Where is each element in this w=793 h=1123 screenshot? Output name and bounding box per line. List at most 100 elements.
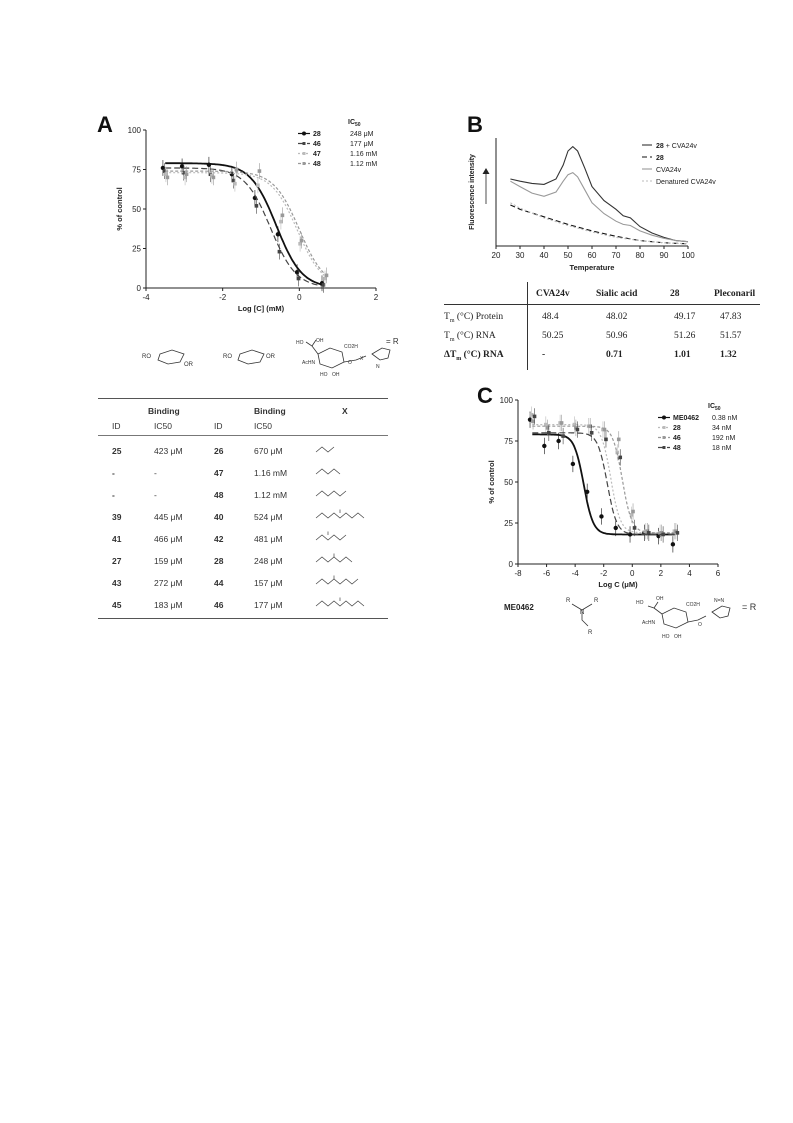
table-cell-id2: 42 [214,534,224,544]
c-curve-28 [532,424,676,534]
c-point-48 [632,526,637,530]
a-legend-name-48: 48 [313,161,321,168]
c-x-tick-label: -6 [543,569,551,578]
c-x-tick-label: 0 [630,569,635,578]
a-legend-marker [302,152,306,155]
table-cell-ic1: - [154,490,157,500]
r-label: = R [386,337,399,346]
c-point-48 [661,532,665,537]
o-label: O [348,360,352,366]
panel-c-structures: ME0462 R R R N HO OH CO2H AcHN HO OH O N… [504,596,757,640]
c-point-48 [532,414,537,419]
c-achn: AcHN [642,620,655,626]
c-point-48 [547,431,551,435]
a-legend-marker [302,142,306,145]
a-point-47 [279,219,283,224]
c-curve-46 [532,425,676,534]
table-cell-id2: 48 [214,490,224,500]
a-x-label: Log [C] (mM) [238,304,285,313]
panel-c-letter: C [477,383,493,408]
c-point-48 [618,455,623,460]
a-legend-ic50-47: 1.16 mM [350,151,377,158]
a-legend-name-28: 28 [313,131,321,138]
c-legend-marker [662,446,666,449]
panel-a-structures: RO OR RO OR HO OH CO2H AcHN HO OH O X N … [142,337,399,378]
table-cell-ic2: 524 μM [254,512,283,522]
col-ic50-2: IC50 [254,421,272,431]
a-legend-name-47: 47 [313,151,321,158]
a-point-47 [256,183,260,188]
b-cell: 1.32 [720,350,737,360]
b-row-label: Tm (°C) RNA [444,331,496,343]
c-point-48 [589,431,594,435]
a-point-46 [254,204,259,208]
table-row: 25 423 μM 26 670 μM [98,446,388,460]
table-cell-ic2: 248 μM [254,556,283,566]
c-y-tick-label: 100 [500,396,514,405]
b-x-tick-label: 50 [564,251,573,260]
table-row: 39 445 μM 40 524 μM [98,509,388,526]
c-curve-48 [532,432,676,536]
c-point-46 [559,421,564,425]
a-point-46 [162,169,167,173]
c-legend-marker [662,415,666,420]
table-header-rule [98,435,388,436]
table-cell-id2: 44 [214,578,224,588]
b-curve-CVA24v [510,171,689,243]
linker-structure [315,531,347,541]
ho-label: HO [296,340,304,346]
co2h-label: CO2H [344,344,358,350]
c-point-46 [616,437,621,442]
a-x-tick-label: 0 [297,293,302,302]
b-legend-label: 28 + CVA24v [656,143,697,150]
a-point-48 [280,213,285,218]
sialic-ring [317,347,345,369]
c-x-tick-label: -8 [514,569,522,578]
col-id-2: ID [214,421,223,431]
table-bottom-rule [98,618,388,619]
b-cell: 1.01 [674,350,691,360]
c-co2h: CO2H [686,602,700,608]
header-x: X [342,406,348,416]
panel-b-chart: 20 30 40 50 60 70 80 90 100 Temperature Fluorescen… [469,138,716,272]
b-y-label: Fluorescence intensity [469,154,476,230]
c-point-46 [588,424,592,429]
c-legend-ic50-ME0462: 0.38 nM [712,415,737,422]
b-cell: 48.4 [542,312,559,322]
linker-structure [315,490,347,497]
a-point-47 [233,181,237,186]
panel-b-letter: B [467,112,483,137]
c-ho2: HO [662,634,670,640]
c-point-28 [629,513,634,517]
a-y-tick-label: 50 [132,205,141,214]
a-point-48 [324,273,329,278]
a-point-47 [183,175,187,180]
b-x-label: Temperature [570,263,615,272]
table-cell-id1: 41 [112,534,122,544]
table-cell-ic1: 272 μM [154,578,183,588]
a-point-46 [231,178,236,183]
table-row: 27 159 μM 28 248 μM [98,553,388,570]
b-cell: 48.02 [606,312,628,322]
a-point-48 [299,238,304,243]
achn-label: AcHN [302,360,315,366]
table-cell-ic2: 481 μM [254,534,283,544]
c-point-46 [531,419,535,424]
table-cell-id2: 47 [214,468,224,478]
c-y-tick-label: 0 [509,560,514,569]
a-y-tick-label: 25 [132,245,141,254]
c-oh: OH [656,596,664,602]
c-point-ME0462 [670,542,676,547]
b-cell: 47.83 [720,312,742,322]
a-curve-46 [165,167,325,287]
c-legend-name-ME0462: ME0462 [673,415,699,422]
table-cell-id1: 45 [112,600,122,610]
c-r-label: = R [742,602,757,612]
sialic-ring-c [661,607,689,629]
table-cell-id1: - [112,468,115,478]
a-point-48 [165,175,170,180]
b-header-2: 28 [670,289,680,299]
table-cell-id2: 26 [214,446,224,456]
table-cell-ic1: 159 μM [154,556,183,566]
